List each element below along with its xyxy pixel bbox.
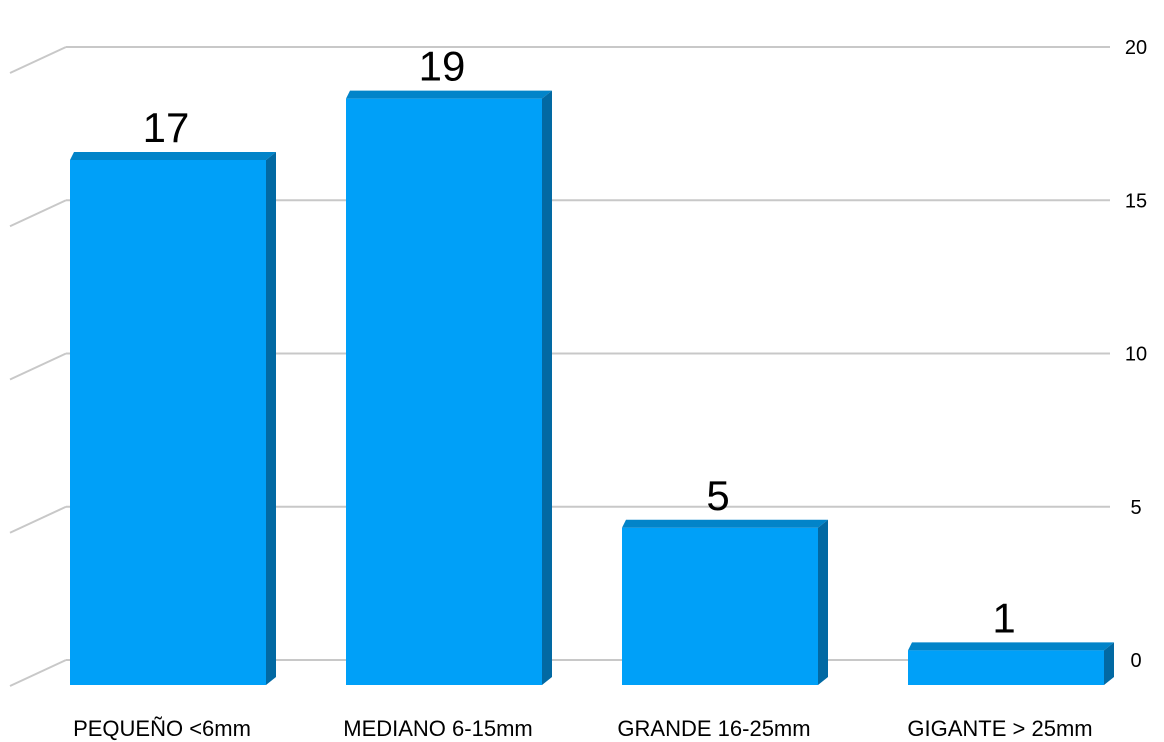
y-tick-label: 10 xyxy=(1125,344,1147,366)
x-category-label: PEQUEÑO <6mm xyxy=(73,716,251,741)
bar-side xyxy=(818,519,828,685)
bar-side xyxy=(542,90,552,685)
data-label: 1 xyxy=(992,594,1015,641)
gridline-side-20 xyxy=(9,46,67,74)
x-category-label: MEDIANO 6-15mm xyxy=(343,716,532,741)
bar-1 xyxy=(70,151,276,685)
x-category-label: GIGANTE > 25mm xyxy=(907,716,1092,741)
bar-top xyxy=(908,642,1114,651)
gridline-side-5 xyxy=(9,505,67,534)
data-label: 19 xyxy=(419,43,466,90)
bar-front xyxy=(346,98,542,685)
y-axis-ticks: 0 5 10 15 20 xyxy=(1125,37,1147,672)
bar-top xyxy=(70,151,276,160)
bar-4 xyxy=(908,642,1114,685)
bar-side xyxy=(1104,642,1114,685)
y-tick-label: 0 xyxy=(1130,650,1141,672)
bar-front xyxy=(908,650,1104,685)
y-tick-label: 5 xyxy=(1130,497,1141,519)
data-label: 17 xyxy=(143,104,190,151)
bar-side xyxy=(266,151,276,685)
data-labels: 17 19 5 1 xyxy=(143,43,1016,642)
y-tick-label: 15 xyxy=(1125,190,1147,212)
bar-2 xyxy=(346,90,552,685)
gridline-side-15 xyxy=(9,199,67,228)
data-label: 5 xyxy=(706,472,729,519)
gridline-side-10 xyxy=(9,352,67,381)
bar-front xyxy=(70,159,266,685)
x-axis-categories: PEQUEÑO <6mm MEDIANO 6-15mm GRANDE 16-25mm… xyxy=(73,716,1093,741)
bar-front xyxy=(622,527,818,685)
y-tick-label: 20 xyxy=(1125,37,1147,59)
bar-3 xyxy=(622,519,828,685)
gridline-side-0 xyxy=(9,659,67,687)
bar-top xyxy=(346,90,552,99)
bar-top xyxy=(622,519,828,528)
x-category-label: GRANDE 16-25mm xyxy=(617,716,810,741)
bars xyxy=(70,90,1114,685)
